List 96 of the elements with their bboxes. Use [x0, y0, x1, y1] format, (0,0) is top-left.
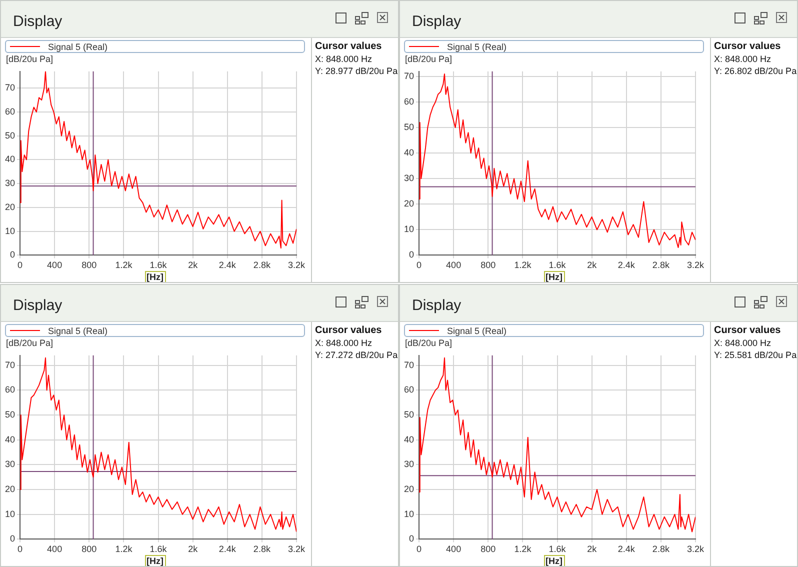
- x-tick-label: 2.4k: [618, 544, 636, 554]
- x-tick-label: 2.8k: [652, 544, 670, 554]
- x-tick-label: 2.4k: [218, 544, 236, 554]
- text: Y: 28.977 dB/20u Pa: [315, 65, 398, 77]
- y-axis-title: [dB/20u Pa]: [6, 338, 54, 348]
- y-tick-label: 10: [4, 508, 16, 519]
- y-tick-label: 70: [4, 360, 16, 370]
- x-tick-label: 400: [446, 260, 462, 270]
- legend-label: Signal 5 (Real): [447, 326, 507, 336]
- y-tick-label: 20: [4, 484, 16, 494]
- y-tick-label: 40: [4, 154, 16, 164]
- x-tick-label: 0: [18, 544, 23, 554]
- y-tick-label: 70: [404, 70, 414, 81]
- chart-title: Display: [412, 13, 462, 30]
- y-tick-label: 60: [404, 96, 414, 107]
- y-tick-label: 40: [404, 148, 414, 158]
- y-tick-label: 70: [4, 82, 16, 93]
- x-axis-title: [Hz]: [544, 555, 564, 567]
- y-tick-label: 10: [4, 226, 16, 236]
- y-tick-label: 50: [404, 122, 414, 132]
- chart-title: Display: [412, 297, 462, 314]
- x-tick-label: 1.6k: [548, 260, 566, 270]
- y-tick-label: 30: [4, 459, 16, 470]
- chart-title: Display: [13, 13, 62, 30]
- legend-label: Signal 5 (Real): [447, 42, 507, 52]
- x-tick-label: 400: [47, 544, 62, 554]
- y-tick-label: 10: [404, 508, 414, 519]
- x-tick-label: 1.6k: [150, 544, 168, 554]
- x-tick-label: 2k: [587, 544, 598, 554]
- text: Cursor values: [315, 41, 383, 53]
- x-tick-label: 1.2k: [514, 544, 532, 554]
- x-tick-label: 400: [446, 544, 462, 554]
- x-tick-label: 800: [480, 260, 496, 270]
- y-axis-title: [dB/20u Pa]: [405, 54, 454, 64]
- chart-title: Display: [13, 297, 62, 314]
- y-tick-label: 50: [4, 409, 16, 420]
- x-tick-label: 1.6k: [548, 544, 566, 554]
- y-axis-title: [dB/20u Pa]: [6, 54, 54, 64]
- x-tick-label: 0: [416, 260, 422, 270]
- x-tick-label: 2.8k: [652, 260, 670, 270]
- y-tick-label: 50: [404, 409, 414, 420]
- x-tick-label: 400: [47, 260, 62, 270]
- x-tick-label: 2k: [188, 260, 198, 270]
- x-tick-label: 2.4k: [218, 260, 236, 270]
- y-tick-label: 0: [10, 250, 16, 260]
- y-tick-label: 30: [404, 459, 414, 470]
- y-tick-label: 30: [4, 178, 16, 188]
- x-tick-label: 3.2k: [288, 544, 306, 554]
- x-tick-label: 800: [82, 260, 97, 270]
- y-tick-label: 20: [404, 198, 414, 209]
- x-tick-label: 2.8k: [253, 544, 271, 554]
- x-tick-label: 3.2k: [686, 544, 704, 554]
- x-tick-label: 1.2k: [514, 260, 532, 270]
- y-tick-label: 70: [404, 360, 414, 370]
- x-tick-label: 800: [82, 544, 97, 554]
- x-tick-label: 3.2k: [288, 260, 306, 270]
- x-tick-label: 1.2k: [115, 544, 133, 554]
- text: Cursor values: [315, 325, 383, 337]
- y-tick-label: 60: [4, 384, 16, 395]
- x-tick-label: 2k: [188, 544, 198, 554]
- y-tick-label: 0: [10, 534, 16, 544]
- x-axis-title: [Hz]: [144, 555, 166, 567]
- x-tick-label: 800: [480, 544, 496, 554]
- y-tick-label: 60: [4, 106, 16, 116]
- legend-label: Signal 5 (Real): [48, 326, 108, 336]
- x-tick-label: 3.2k: [686, 260, 704, 270]
- text: Cursor values: [714, 41, 782, 53]
- text: X: 848.000 Hz: [714, 337, 772, 349]
- y-tick-label: 0: [408, 250, 414, 260]
- x-tick-label: 0: [416, 544, 422, 554]
- text: Cursor values: [714, 325, 782, 337]
- text: X: 848.000 Hz: [714, 53, 772, 65]
- x-tick-label: 2.4k: [618, 260, 636, 270]
- x-axis-title: [Hz]: [544, 271, 564, 283]
- text: X: 848.000 Hz: [315, 53, 374, 65]
- x-tick-label: 2.8k: [253, 260, 271, 270]
- y-tick-label: 0: [408, 534, 414, 544]
- legend-label: Signal 5 (Real): [48, 42, 108, 52]
- y-tick-label: 20: [4, 202, 16, 212]
- text: X: 848.000 Hz: [315, 337, 374, 349]
- y-axis-title: [dB/20u Pa]: [405, 338, 454, 348]
- text: Y: 27.272 dB/20u Pa: [315, 349, 398, 361]
- y-tick-label: 30: [404, 173, 414, 184]
- x-tick-label: 1.2k: [115, 260, 133, 270]
- y-tick-label: 10: [404, 224, 414, 234]
- y-tick-label: 40: [4, 434, 16, 444]
- text: Y: 26.802 dB/20u Pa: [714, 65, 797, 77]
- y-tick-label: 50: [4, 130, 16, 140]
- y-tick-label: 40: [404, 434, 414, 444]
- x-tick-label: 2k: [587, 260, 598, 270]
- x-tick-label: 0: [18, 260, 23, 270]
- y-tick-label: 60: [404, 384, 414, 395]
- text: Y: 25.581 dB/20u Pa: [714, 349, 797, 361]
- x-tick-label: 1.6k: [150, 260, 168, 270]
- y-tick-label: 20: [404, 484, 414, 494]
- x-axis-title: [Hz]: [144, 271, 166, 283]
